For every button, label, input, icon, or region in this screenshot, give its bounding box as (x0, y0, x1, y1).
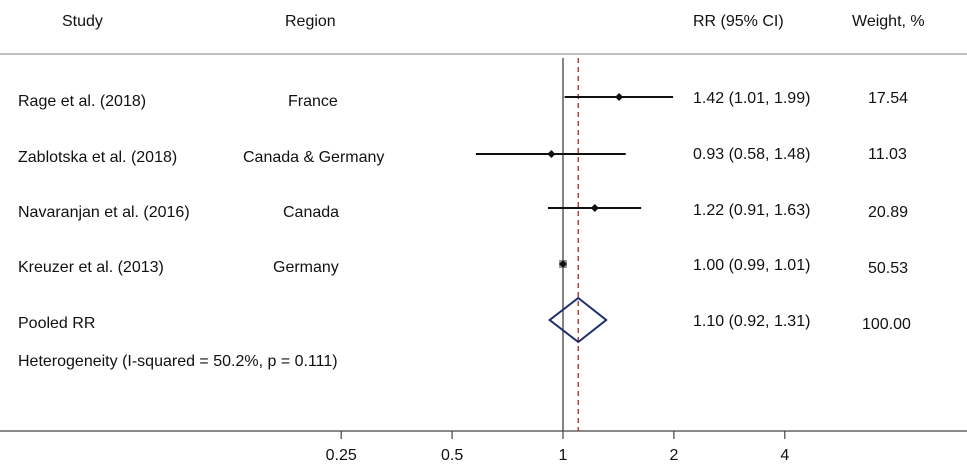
point-estimate-2 (547, 150, 556, 158)
point-estimate-1 (615, 93, 624, 101)
rr-text-navaranjan: 1.22 (0.91, 1.63) (693, 202, 810, 219)
weight-text-rage: 17.54 (868, 90, 908, 107)
x-tick-label: 0.5 (441, 447, 463, 464)
study-label-navaranjan: Navaranjan et al. (2016) (18, 204, 190, 221)
weight-text-zablotska: 11.03 (868, 146, 907, 163)
rr-text-rage: 1.42 (1.01, 1.99) (693, 90, 810, 107)
study-label-kreuzer: Kreuzer et al. (2013) (18, 259, 164, 276)
header-weight: Weight, % (852, 13, 925, 30)
pooled-rr-text: 1.10 (0.92, 1.31) (693, 313, 810, 330)
pooled-diamond (548, 296, 608, 344)
study-label-rage: Rage et al. (2018) (18, 93, 146, 110)
x-tick-label: 2 (669, 447, 678, 464)
header-region: Region (285, 13, 336, 30)
header-rr: RR (95% CI) (693, 13, 784, 30)
pooled-weight-text: 100.00 (862, 316, 911, 333)
x-tick-label: 4 (780, 447, 789, 464)
region-label-zablotska: Canada & Germany (243, 149, 384, 166)
region-label-rage: France (288, 93, 338, 110)
region-label-kreuzer: Germany (273, 259, 339, 276)
x-tick-label: 1 (559, 447, 568, 464)
point-estimate-4 (559, 260, 567, 268)
x-tick-label: 0.25 (326, 447, 357, 464)
point-estimate-3 (590, 204, 599, 212)
heterogeneity-note: Heterogeneity (I-squared = 50.2%, p = 0.… (18, 353, 338, 370)
pooled-label: Pooled RR (18, 315, 95, 332)
rr-text-kreuzer: 1.00 (0.99, 1.01) (693, 257, 810, 274)
rr-text-zablotska: 0.93 (0.58, 1.48) (693, 146, 810, 163)
weight-text-kreuzer: 50.53 (868, 260, 908, 277)
weight-text-navaranjan: 20.89 (868, 204, 908, 221)
region-label-navaranjan: Canada (283, 204, 339, 221)
study-label-zablotska: Zablotska et al. (2018) (18, 149, 177, 166)
header-study: Study (62, 13, 103, 30)
